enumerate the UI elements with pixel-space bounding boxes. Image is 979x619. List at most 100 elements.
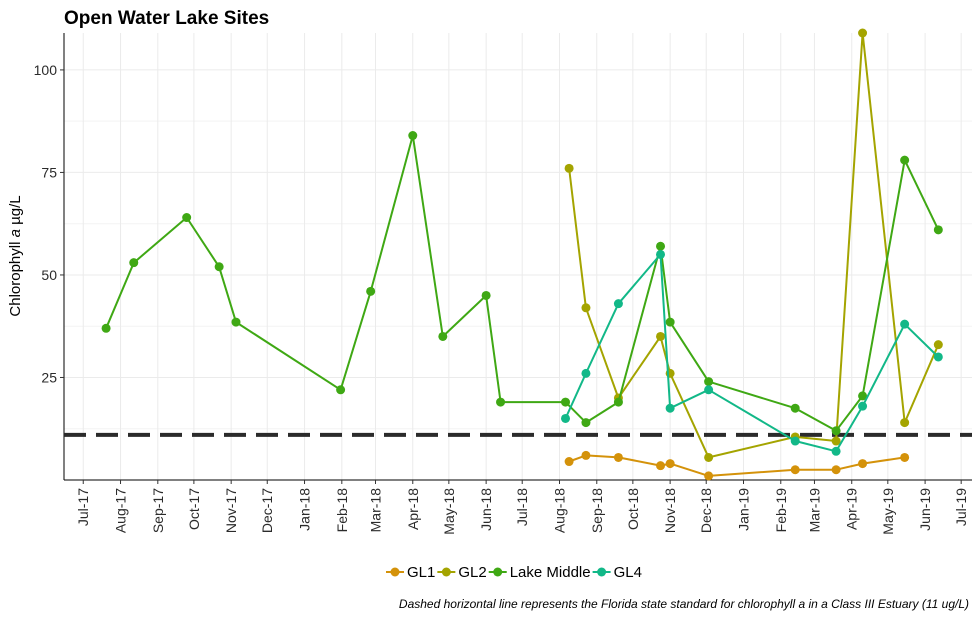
series-layer — [101, 28, 943, 481]
data-point-gl4 — [858, 401, 868, 411]
data-point-gl2 — [933, 340, 943, 350]
x-tick-label: Jul-19 — [953, 488, 969, 526]
data-point-lake-middle — [481, 290, 491, 300]
data-point-gl1 — [858, 459, 868, 469]
data-point-gl1 — [581, 450, 591, 460]
data-point-lake-middle — [665, 317, 675, 327]
data-point-lake-middle — [231, 317, 241, 327]
x-tick-label: Jul-18 — [514, 488, 530, 526]
data-point-lake-middle — [900, 155, 910, 165]
data-point-gl1 — [831, 465, 841, 475]
y-tick-label: 50 — [41, 267, 57, 283]
y-axis-label: Chlorophyll a µg/L — [7, 195, 24, 316]
data-point-gl2 — [581, 303, 591, 313]
y-tick-label: 75 — [41, 164, 57, 180]
x-tick-label: Feb-18 — [334, 488, 350, 533]
data-point-gl1 — [665, 459, 675, 469]
data-point-gl1 — [613, 452, 623, 462]
data-point-gl2 — [564, 163, 574, 173]
x-tick-label: May-18 — [441, 488, 457, 535]
y-tick-label: 100 — [34, 62, 58, 78]
data-point-gl1 — [656, 461, 666, 471]
x-tick-label: May-19 — [880, 488, 896, 535]
x-tick-label: Aug-17 — [113, 488, 129, 533]
data-point-lake-middle — [858, 391, 868, 401]
data-point-gl1 — [704, 471, 714, 481]
x-tick-label: Sep-18 — [589, 488, 605, 533]
data-point-gl4 — [613, 299, 623, 309]
data-point-lake-middle — [182, 213, 192, 223]
legend-label: GL2 — [458, 564, 486, 581]
x-tick-label: Mar-19 — [806, 488, 822, 533]
data-point-gl4 — [704, 385, 714, 395]
data-point-gl2 — [656, 331, 666, 341]
data-point-gl1 — [900, 452, 910, 462]
x-axis-ticks: Jul-17 Aug-17 Sep-17 Oct-17 Nov-17 Dec-17 Jan-… — [75, 480, 969, 535]
legend-key-point — [597, 567, 607, 577]
data-point-lake-middle — [790, 403, 800, 413]
legend-key-point — [493, 567, 503, 577]
x-tick-label: Jul-17 — [75, 488, 91, 526]
x-tick-label: Dec-17 — [259, 488, 275, 533]
series-lake-middle — [101, 131, 943, 436]
x-tick-label: Oct-18 — [625, 488, 641, 530]
x-tick-label: Jan-18 — [297, 488, 313, 531]
x-tick-label: Aug-18 — [551, 488, 567, 533]
data-point-lake-middle — [101, 323, 111, 333]
legend-label: GL4 — [614, 564, 642, 581]
data-point-gl1 — [790, 465, 800, 475]
data-point-lake-middle — [656, 241, 666, 251]
series-line-gl2 — [568, 32, 940, 459]
data-point-lake-middle — [214, 262, 224, 272]
x-tick-label: Oct-17 — [186, 488, 202, 530]
series-line-lake-middle — [105, 134, 940, 432]
series-gl1 — [564, 450, 910, 481]
data-point-gl1 — [564, 457, 574, 467]
data-point-gl2 — [858, 28, 868, 38]
series-gl4 — [561, 249, 943, 456]
data-point-lake-middle — [129, 258, 139, 268]
legend-label: GL1 — [407, 564, 435, 581]
data-point-lake-middle — [366, 286, 376, 296]
x-tick-label: Mar-18 — [367, 488, 383, 533]
series-line-gl1 — [568, 454, 905, 477]
data-point-lake-middle — [704, 377, 714, 387]
data-point-gl2 — [704, 452, 714, 462]
legend-key-point — [441, 567, 451, 577]
data-point-lake-middle — [408, 131, 418, 141]
data-point-lake-middle — [561, 397, 571, 407]
x-tick-label: Feb-19 — [773, 488, 789, 533]
y-tick-label: 25 — [41, 369, 57, 385]
x-tick-label: Nov-17 — [223, 488, 239, 533]
chart-caption: Dashed horizontal line represents the Fl… — [399, 597, 969, 611]
data-point-lake-middle — [438, 331, 448, 341]
x-tick-label: Jun-18 — [478, 488, 494, 531]
data-point-gl2 — [900, 418, 910, 428]
legend-item-gl2: GL2 — [437, 564, 487, 581]
x-tick-label: Jun-19 — [917, 488, 933, 531]
data-point-gl4 — [831, 446, 841, 456]
data-point-gl4 — [581, 368, 591, 378]
legend-item-gl1: GL1 — [386, 564, 435, 581]
data-point-gl4 — [933, 352, 943, 362]
data-point-lake-middle — [336, 385, 346, 395]
legend-label: Lake Middle — [510, 564, 591, 581]
data-point-gl4 — [900, 319, 910, 329]
x-tick-label: Sep-17 — [150, 488, 166, 533]
data-point-lake-middle — [933, 225, 943, 235]
x-tick-label: Dec-18 — [698, 488, 714, 533]
chart-title: Open Water Lake Sites — [64, 8, 269, 29]
data-point-gl4 — [790, 436, 800, 446]
data-point-gl4 — [656, 249, 666, 259]
data-point-lake-middle — [581, 418, 591, 428]
data-point-gl4 — [665, 403, 675, 413]
grid-lines — [64, 33, 972, 480]
x-tick-label: Jan-19 — [735, 488, 751, 531]
data-point-lake-middle — [831, 426, 841, 436]
series-gl2 — [564, 28, 943, 462]
x-tick-label: Nov-18 — [662, 488, 678, 533]
data-point-gl2 — [831, 436, 841, 446]
legend-item-gl4: GL4 — [592, 564, 642, 581]
y-axis-ticks: 25 50 75 100 — [34, 62, 64, 385]
